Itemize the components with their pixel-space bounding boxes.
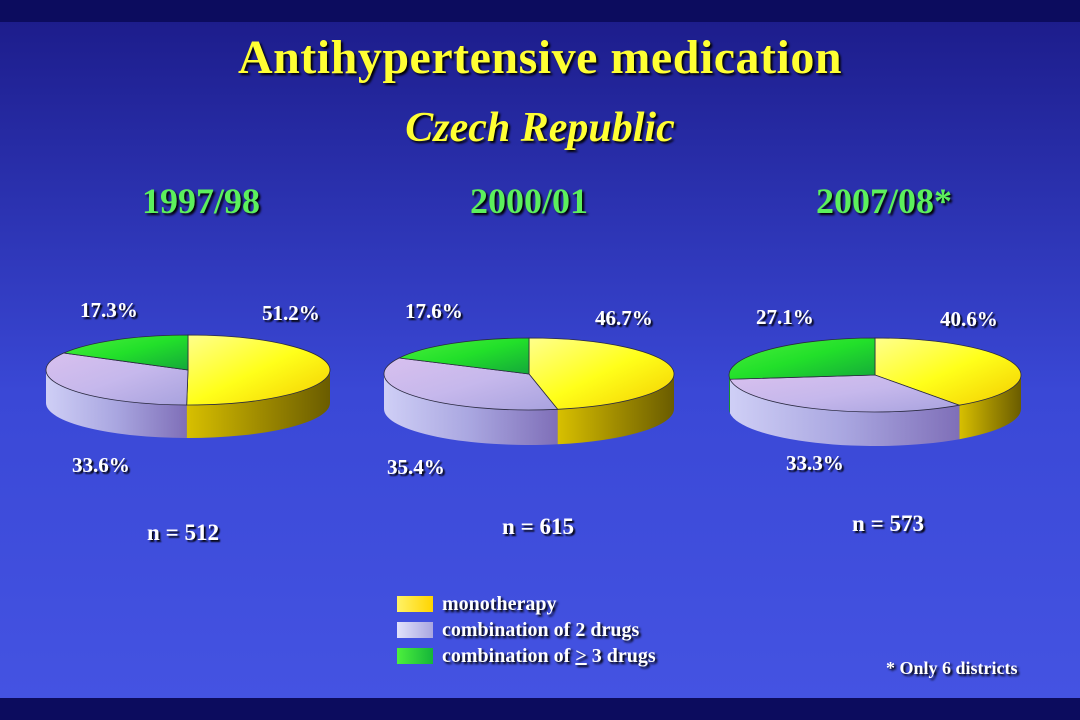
pie-slice-two-drugs — [45, 352, 189, 406]
data-label-two-drugs: 35.4% — [387, 455, 445, 479]
legend-swatch-three-drugs — [397, 648, 433, 664]
legend-swatch-monotherapy — [397, 596, 433, 612]
sample-size-label: n = 512 — [147, 520, 219, 545]
slide-subtitle: Czech Republic — [405, 105, 675, 151]
data-label-three-drugs: 27.1% — [756, 305, 814, 329]
pie-chart-3: 40.6% 33.3% 27.1% n = 573 — [728, 305, 1022, 536]
pie-slice-monotherapy — [874, 337, 1022, 406]
legend-label-two-drugs: combination of 2 drugs — [442, 618, 640, 641]
pie-slice-three-drugs — [397, 337, 530, 375]
pie-side-monotherapy — [959, 375, 1021, 440]
legend-item-three-drugs: combination of > 3 drugs — [397, 643, 656, 669]
data-label-two-drugs: 33.6% — [72, 453, 130, 477]
legend: monotherapy combination of 2 drugs combi… — [397, 591, 656, 669]
data-label-monotherapy: 40.6% — [940, 307, 998, 331]
period-title-2007-08: 2007/08* — [816, 181, 953, 221]
pie-side-two-drugs — [46, 370, 187, 438]
legend-label-three-drugs: combination of > 3 drugs — [442, 644, 656, 667]
pie-side-monotherapy — [557, 374, 674, 445]
period-title-2000-01: 2000/01 — [470, 181, 589, 221]
pie-side-two-drugs — [729, 379, 960, 447]
pie-slice-two-drugs — [383, 357, 559, 411]
legend-item-monotherapy: monotherapy — [397, 591, 656, 617]
sample-size-label: n = 573 — [852, 511, 924, 536]
pie-slice-three-drugs — [62, 334, 189, 371]
pie-chart-2: 46.7% 35.4% 17.6% n = 615 — [383, 299, 675, 539]
data-label-two-drugs: 33.3% — [786, 451, 844, 475]
pie-side-monotherapy — [186, 370, 330, 438]
pie-side-two-drugs — [384, 374, 558, 445]
data-label-three-drugs: 17.3% — [80, 298, 138, 322]
data-label-monotherapy: 51.2% — [262, 301, 320, 325]
pie-slice-monotherapy — [186, 334, 331, 406]
pie-slice-two-drugs — [729, 374, 961, 413]
pie-slice-monotherapy — [528, 337, 675, 410]
data-label-monotherapy: 46.7% — [595, 306, 653, 330]
legend-item-two-drugs: combination of 2 drugs — [397, 617, 656, 643]
sample-size-label: n = 615 — [502, 514, 574, 539]
pie-side-three-drugs — [729, 375, 730, 414]
data-label-three-drugs: 17.6% — [405, 299, 463, 323]
period-title-1997-98: 1997/98 — [142, 181, 261, 221]
legend-swatch-two-drugs — [397, 622, 433, 638]
legend-label-monotherapy: monotherapy — [442, 592, 557, 615]
pie-slice-three-drugs — [728, 337, 876, 380]
slide-title: Antihypertensive medication — [237, 31, 843, 84]
pie-chart-1: 51.2% 33.6% 17.3% n = 512 — [45, 298, 331, 545]
footnote: * Only 6 districts — [886, 658, 1018, 678]
